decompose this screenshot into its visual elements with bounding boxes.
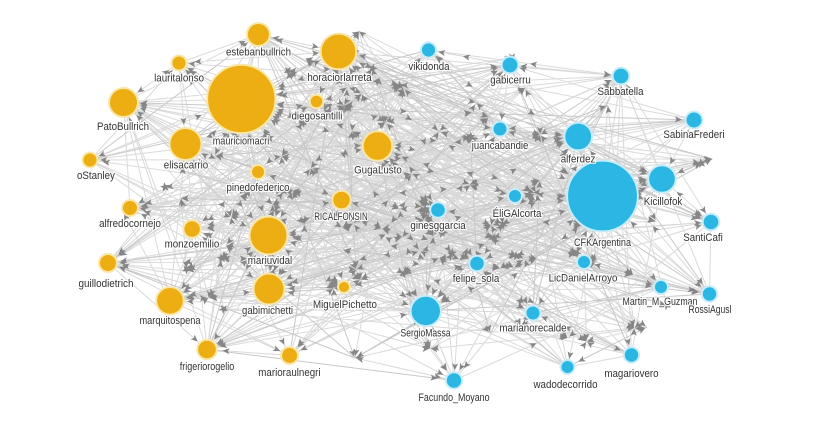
svg-text:Kicillofok: Kicillofok [644, 196, 683, 208]
svg-text:mauriciomacri: mauriciomacri [213, 136, 270, 148]
svg-text:marquitospena: marquitospena [140, 315, 201, 327]
svg-text:alfredocornejo: alfredocornejo [99, 218, 161, 230]
svg-text:SabinaFrederi: SabinaFrederi [663, 129, 724, 141]
svg-text:alferdez: alferdez [561, 154, 596, 166]
svg-text:ÉliGAlcorta: ÉliGAlcorta [493, 207, 542, 220]
svg-text:oStanley: oStanley [77, 170, 115, 182]
svg-text:Facundo_Moyano: Facundo_Moyano [419, 392, 490, 404]
svg-text:elisacarrio: elisacarrio [164, 160, 208, 172]
svg-text:lauritalonso: lauritalonso [154, 73, 204, 85]
svg-text:mariuvidal: mariuvidal [248, 255, 292, 267]
svg-text:gabimichetti: gabimichetti [242, 305, 293, 317]
svg-text:RICALFONSIN: RICALFONSIN [314, 211, 368, 223]
svg-text:MiguelPichetto: MiguelPichetto [313, 299, 377, 311]
svg-text:horaciorlarreta: horaciorlarreta [307, 72, 372, 84]
svg-text:monzoemilio: monzoemilio [165, 239, 220, 251]
svg-text:SergioMassa: SergioMassa [401, 328, 451, 340]
svg-text:RossiAgusl: RossiAgusl [689, 304, 732, 316]
svg-text:marioraulnegri: marioraulnegri [258, 367, 320, 379]
svg-text:frigeriorogelio: frigeriorogelio [180, 361, 235, 373]
svg-text:wadodecorrido: wadodecorrido [533, 379, 598, 391]
svg-text:estebanbullrich: estebanbullrich [226, 47, 291, 59]
svg-text:diegosantilli: diegosantilli [292, 111, 343, 123]
svg-text:GugaLusto: GugaLusto [354, 165, 402, 177]
svg-text:LicDanielArroyo: LicDanielArroyo [549, 273, 618, 285]
svg-text:marianorecalde: marianorecalde [499, 323, 566, 335]
svg-text:guillodietrich: guillodietrich [79, 278, 134, 290]
svg-text:juancabandie: juancabandie [471, 140, 528, 152]
svg-text:PatoBullrich: PatoBullrich [97, 121, 149, 133]
svg-text:magariovero: magariovero [604, 368, 658, 380]
svg-text:Martin_M_Guzman: Martin_M_Guzman [623, 296, 698, 308]
svg-text:Sabbatella: Sabbatella [598, 86, 644, 98]
svg-text:CFKArgentina: CFKArgentina [574, 237, 631, 249]
svg-text:ginesggarcia: ginesggarcia [410, 220, 465, 232]
svg-text:gabicerru: gabicerru [490, 75, 531, 87]
svg-text:SantiCafi: SantiCafi [683, 232, 723, 244]
svg-text:felipe_sola: felipe_sola [453, 273, 500, 285]
svg-text:vikidonda: vikidonda [408, 61, 449, 73]
svg-text:pinedofederico: pinedofederico [227, 182, 290, 194]
